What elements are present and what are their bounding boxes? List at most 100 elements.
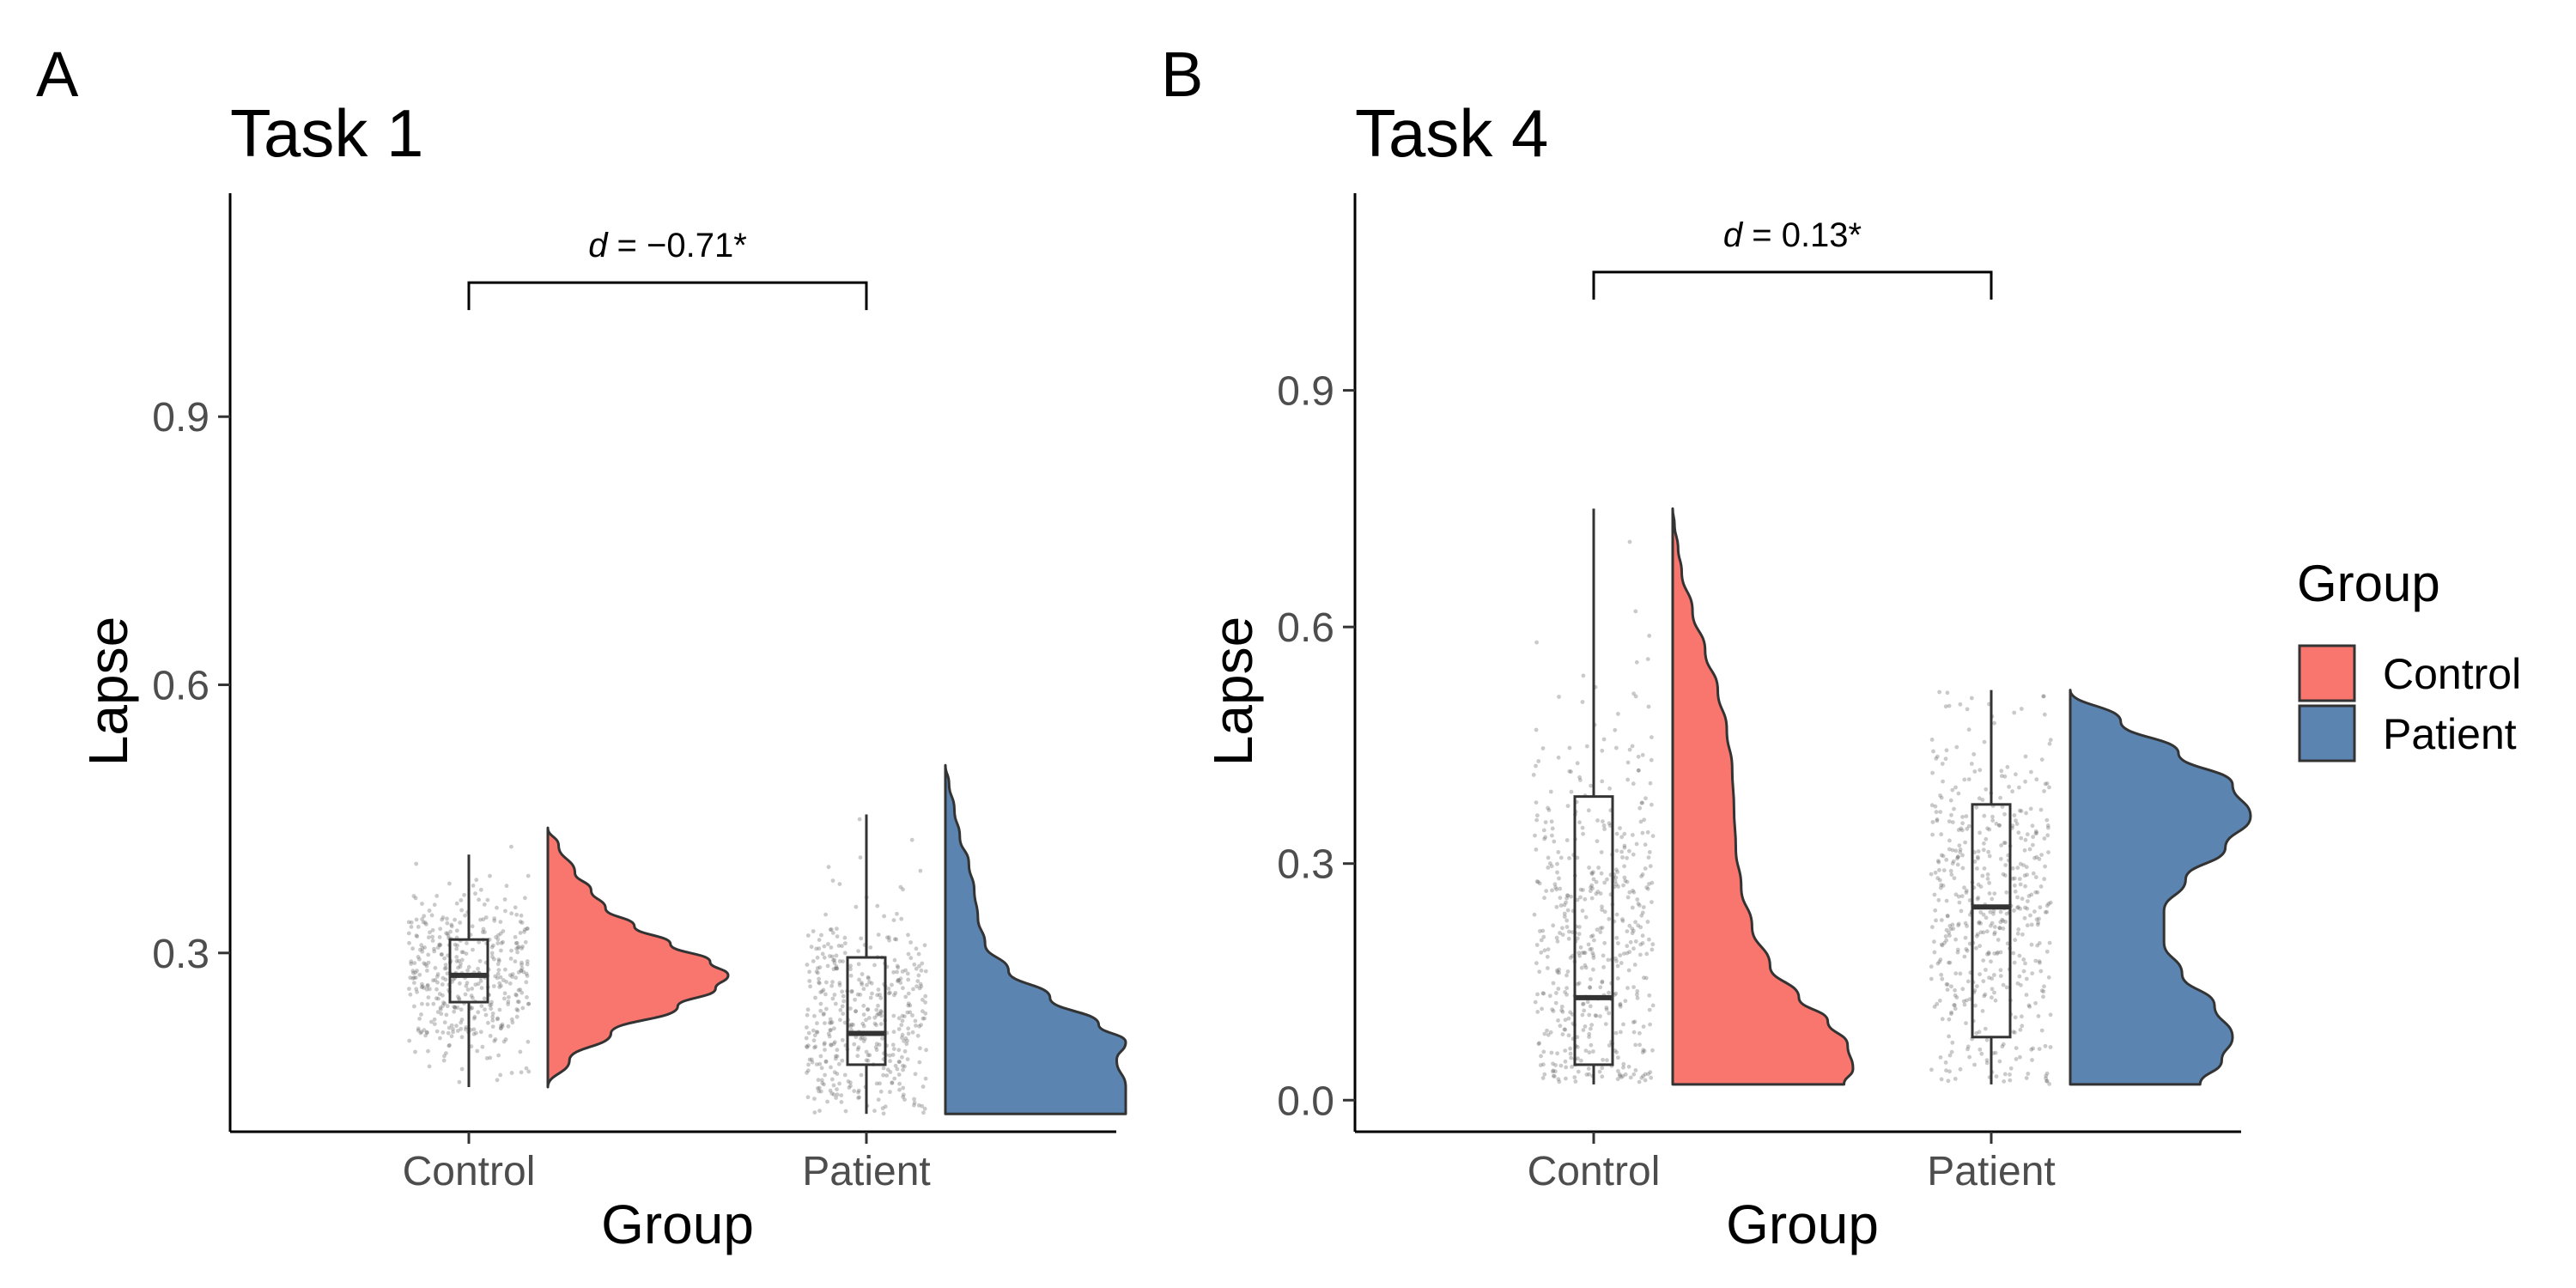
data-point [2020,1014,2024,1019]
data-point [815,1086,820,1091]
data-point [1626,968,1631,973]
data-point [900,1032,905,1037]
data-point [2029,1047,2034,1052]
data-point [1593,1013,1598,1018]
data-point [1537,1041,1541,1046]
data-point [1978,921,1984,926]
data-point [2017,953,2022,958]
data-point [857,817,862,822]
data-point [472,1014,477,1019]
data-point [1934,810,1939,815]
data-point [513,992,519,997]
data-point [1567,929,1571,934]
data-point [1586,942,1591,947]
data-point [519,966,525,970]
data-point [475,1048,480,1054]
data-point [1950,1040,1955,1045]
data-point [841,993,846,999]
data-point [1585,999,1590,1005]
data-point [1577,820,1582,825]
data-point [2044,781,2050,786]
data-point [840,1037,845,1042]
data-point [1580,951,1585,955]
data-point [859,936,864,941]
data-point [438,942,443,947]
data-point [1588,889,1593,894]
data-point [1551,1069,1555,1074]
data-point [899,1023,904,1028]
data-point [2023,884,2028,889]
data-point [1992,951,1997,956]
data-point [920,1016,926,1021]
data-point [1947,960,1953,965]
data-point [1599,850,1604,854]
data-point [1598,985,1603,990]
data-point [1956,923,1961,928]
data-point [1649,802,1654,807]
data-point [2013,1015,2018,1020]
data-point [822,1082,826,1087]
data-point [1641,905,1646,909]
data-point [866,975,871,980]
data-point [2020,896,2025,902]
data-point [891,1047,896,1051]
data-point [1632,963,1637,967]
data-point [912,1103,916,1108]
data-point [454,1024,459,1029]
data-point [1995,951,2000,956]
data-point [447,1025,452,1030]
data-point [1983,1026,1988,1031]
data-point [489,999,494,1005]
data-point [890,1081,895,1085]
data-point [900,1054,904,1060]
data-point [1997,823,2002,828]
data-point [1954,995,1959,999]
data-point [1542,836,1546,841]
data-point [1534,848,1539,852]
data-point [849,1022,854,1027]
data-point [1575,1035,1580,1040]
data-point [1567,769,1572,774]
data-point [1537,969,1542,975]
data-point [2021,957,2026,962]
data-point [895,911,899,916]
data-point [1589,1026,1593,1031]
data-point [1565,908,1571,913]
data-point [815,966,820,970]
data-point [874,1081,879,1086]
data-point [1587,1035,1591,1039]
data-point [1618,826,1622,830]
data-point [1564,1065,1569,1070]
data-point [1544,889,1549,893]
data-point [1568,1046,1572,1051]
data-point [514,946,519,951]
data-point [1587,1012,1592,1018]
data-point [1626,1064,1631,1069]
data-point [1536,1042,1541,1047]
data-point [449,922,454,927]
data-point [1996,938,2001,942]
data-point [455,1005,460,1010]
data-point [1964,888,1969,893]
data-point [1550,833,1554,838]
data-point [816,1078,821,1083]
data-point [1625,760,1631,765]
data-point [1601,965,1606,969]
data-point [922,1106,927,1111]
data-point [1965,924,1970,928]
data-point [1972,769,1978,774]
data-point [898,976,903,981]
data-point [1969,696,1974,701]
data-point [471,1016,477,1021]
data-point [1615,1077,1620,1082]
data-point [873,1045,878,1049]
data-point [444,931,448,936]
data-point [2012,960,2017,965]
data-point [510,972,515,976]
data-point [459,1020,464,1025]
data-point [1937,690,1942,695]
data-point [1990,814,1995,819]
data-point [1586,1066,1591,1071]
data-point [2003,873,2008,878]
data-point [426,935,431,940]
